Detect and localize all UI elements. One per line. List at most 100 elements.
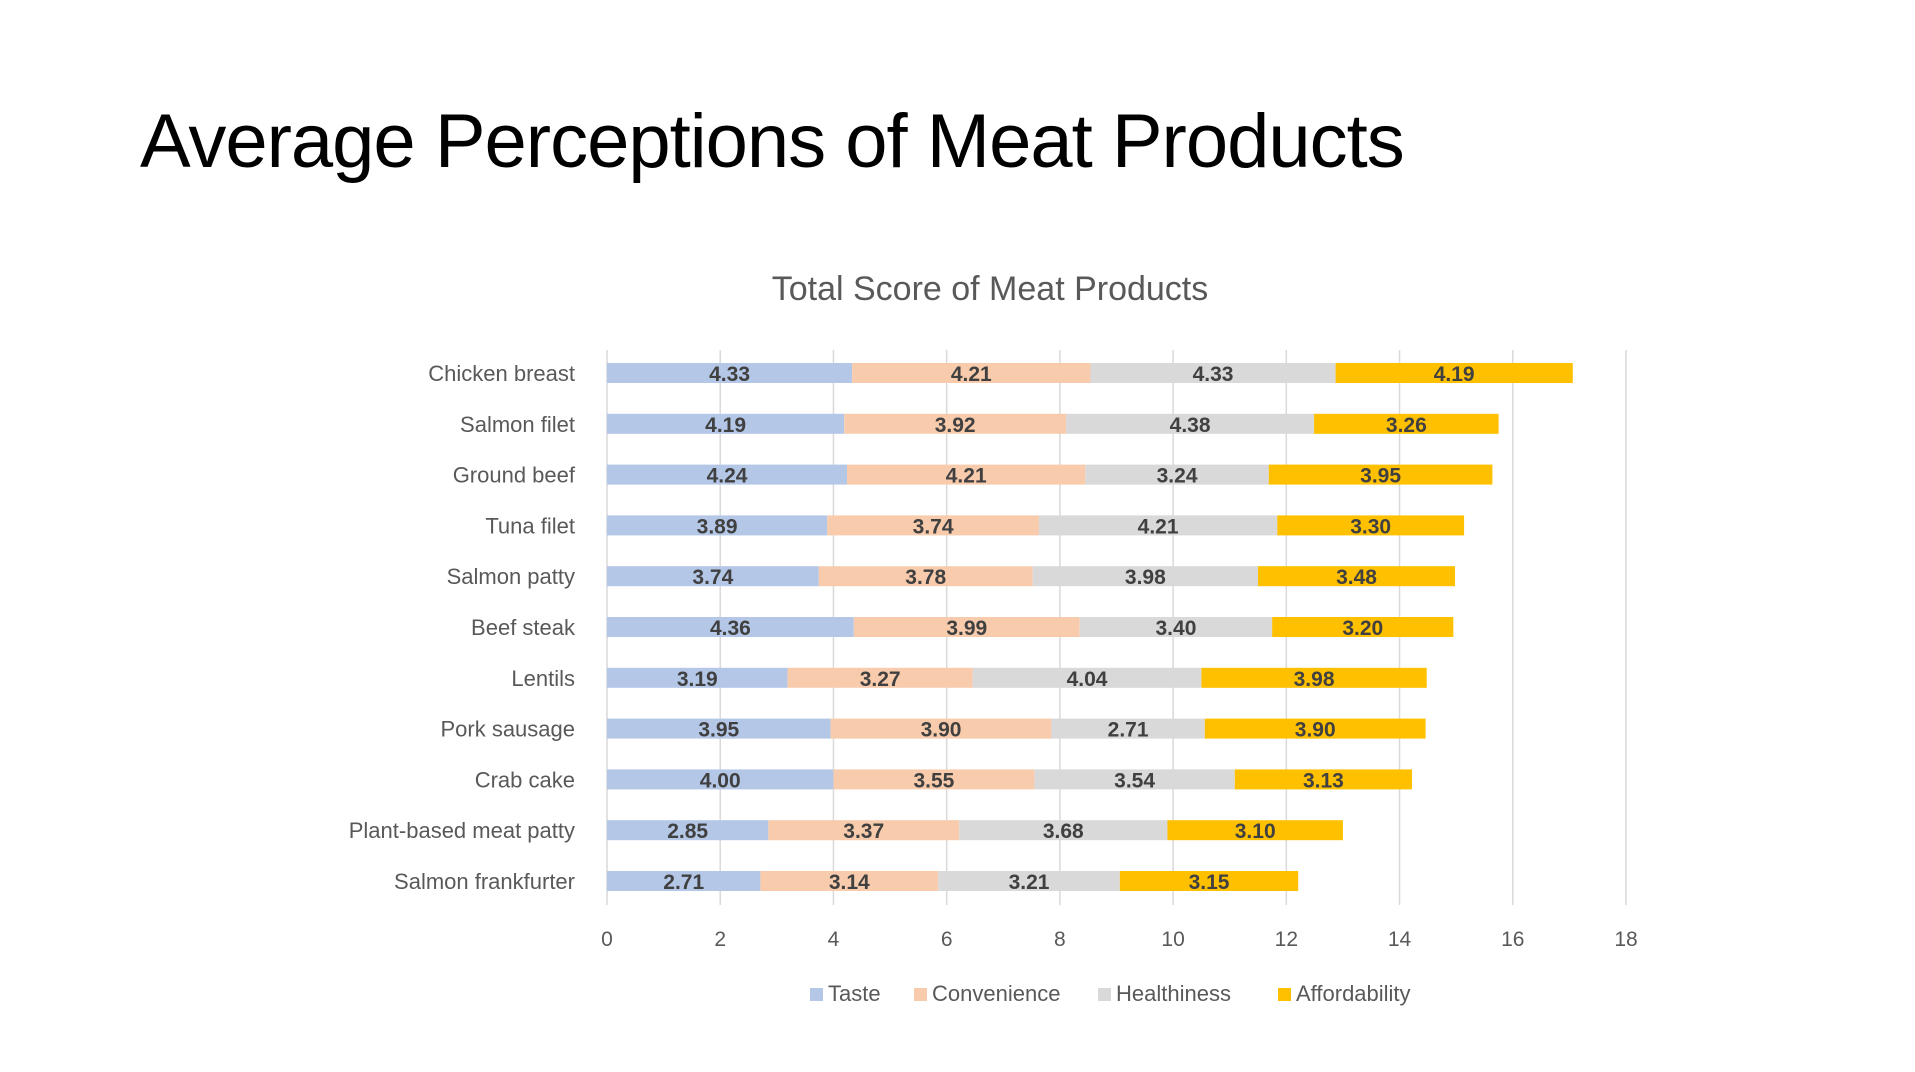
data-label: 4.21 (1138, 515, 1179, 538)
data-label: 3.74 (913, 515, 954, 538)
category-label: Salmon frankfurter (394, 869, 575, 894)
category-label: Salmon patty (447, 564, 575, 589)
bar-segment-healthiness (1034, 769, 1235, 790)
x-tick-label: 16 (1501, 928, 1524, 951)
bar-segment-taste (607, 413, 845, 434)
data-label: 3.27 (860, 668, 901, 691)
category-label: Beef steak (471, 615, 576, 640)
bar-segment-convenience (833, 769, 1035, 790)
bar-segment-healthiness (1038, 515, 1278, 536)
x-tick-label: 8 (1054, 928, 1066, 951)
bar-segment-affordability (1204, 718, 1426, 739)
bar-segment-healthiness (1032, 566, 1259, 587)
slide-title: Average Perceptions of Meat Products (140, 99, 1405, 184)
data-label: 3.40 (1156, 617, 1197, 640)
bar-segment-taste (607, 617, 854, 637)
data-label: 3.95 (1360, 465, 1401, 488)
legend-label: Taste (828, 981, 881, 1006)
category-label: Lentils (511, 666, 575, 691)
data-label: 3.99 (946, 617, 987, 640)
data-label: 3.90 (1295, 719, 1336, 742)
bar-segment-taste (607, 871, 761, 891)
category-label: Ground beef (453, 463, 576, 488)
bar-segment-affordability (1272, 617, 1454, 637)
data-label: 3.24 (1157, 465, 1198, 488)
legend-swatch-healthiness (1098, 988, 1111, 1001)
bar-segment-taste (607, 515, 828, 536)
data-label: 3.78 (905, 566, 946, 589)
data-label: 4.38 (1170, 414, 1211, 437)
bar-segment-convenience (847, 464, 1086, 485)
legend-label: Convenience (932, 981, 1060, 1006)
bar-segment-affordability (1167, 820, 1343, 841)
data-label: 3.10 (1235, 820, 1276, 843)
bar-segment-convenience (830, 718, 1052, 739)
category-label: Plant-based meat patty (349, 818, 575, 843)
data-label: 4.04 (1067, 668, 1108, 691)
bar-segment-taste (607, 667, 788, 688)
data-label: 4.21 (951, 363, 992, 386)
chart-title: Total Score of Meat Products (772, 270, 1209, 308)
x-tick-labels: 0 2 4 6 8 10 12 14 16 18 (601, 928, 1638, 951)
data-label: 3.48 (1336, 566, 1377, 589)
legend-swatch-convenience (914, 988, 927, 1001)
x-tick-label: 6 (941, 928, 953, 951)
data-label: 4.33 (1193, 363, 1234, 386)
data-label: 3.19 (677, 668, 718, 691)
bar-segment-affordability (1119, 871, 1299, 891)
bar-segment-affordability (1258, 566, 1456, 587)
x-tick-label: 4 (828, 928, 840, 951)
x-tick-label: 18 (1614, 928, 1637, 951)
bar-segment-affordability (1277, 515, 1465, 536)
legend: Taste Convenience Healthiness Affordability (810, 981, 1411, 1006)
data-label: 4.36 (710, 617, 751, 640)
data-label: 3.13 (1303, 769, 1344, 792)
bar-segment-convenience (853, 617, 1080, 637)
data-label: 4.00 (700, 769, 741, 792)
bar-segment-taste (607, 718, 831, 739)
bar-segment-affordability (1335, 363, 1573, 383)
data-label: 3.90 (921, 719, 962, 742)
bar-segment-affordability (1234, 769, 1413, 790)
category-label: Tuna filet (485, 513, 575, 538)
data-label: 3.74 (692, 566, 733, 589)
bar-segment-affordability (1314, 413, 1499, 434)
bar-segment-healthiness (1051, 718, 1205, 739)
bar-segment-convenience (844, 413, 1067, 434)
bar-segment-healthiness (959, 820, 1168, 841)
bar-segment-taste (607, 464, 848, 485)
data-label: 3.20 (1342, 617, 1383, 640)
bar-segment-healthiness (938, 871, 1120, 891)
legend-swatch-taste (810, 988, 823, 1001)
bar-segment-convenience (852, 363, 1091, 383)
data-label: 4.24 (707, 465, 748, 488)
data-label: 4.21 (946, 465, 987, 488)
data-label: 3.54 (1114, 769, 1155, 792)
data-label: 2.85 (667, 820, 708, 843)
category-labels: Chicken breast Salmon filet Ground beef Tun… (349, 361, 576, 894)
bar-segment-convenience (768, 820, 960, 841)
data-label: 4.19 (705, 414, 746, 437)
bar-segment-taste (607, 363, 853, 383)
data-label: 4.19 (1434, 363, 1475, 386)
legend-swatch-affordability (1278, 988, 1291, 1001)
category-label: Crab cake (475, 767, 575, 792)
data-label: 3.92 (935, 414, 976, 437)
bar-segment-affordability (1268, 464, 1493, 485)
data-label: 3.98 (1125, 566, 1166, 589)
data-label: 3.89 (697, 515, 738, 538)
data-label: 3.95 (698, 719, 739, 742)
data-label: 3.21 (1009, 871, 1050, 894)
category-label: Salmon filet (460, 412, 575, 437)
data-label: 3.30 (1350, 515, 1391, 538)
x-tick-label: 12 (1275, 928, 1298, 951)
bar-segment-healthiness (1066, 413, 1315, 434)
x-tick-label: 10 (1161, 928, 1184, 951)
data-label: 3.15 (1189, 871, 1230, 894)
bar-segment-affordability (1201, 667, 1427, 688)
bar-segment-convenience (760, 871, 939, 891)
bar-segment-convenience (818, 566, 1033, 587)
bar-segment-healthiness (1079, 617, 1273, 637)
legend-label: Affordability (1296, 981, 1411, 1006)
